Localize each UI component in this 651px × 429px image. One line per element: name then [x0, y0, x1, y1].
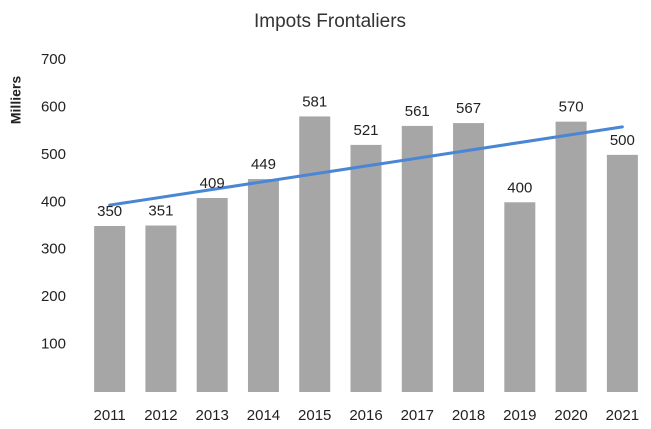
- x-tick-label: 2014: [247, 407, 280, 424]
- y-tick-label: 300: [41, 241, 66, 258]
- bar: [401, 125, 433, 392]
- y-tick-label: 700: [41, 51, 66, 68]
- data-label: 350: [97, 203, 122, 220]
- data-label: 351: [148, 202, 173, 219]
- x-tick-label: 2013: [195, 407, 228, 424]
- trend-line: [108, 125, 624, 207]
- x-tick-label: 2016: [349, 407, 382, 424]
- y-tick-label: 500: [41, 146, 66, 163]
- bar: [350, 144, 382, 392]
- data-label: 500: [610, 132, 635, 149]
- y-axis-label: Milliers: [8, 76, 24, 124]
- x-tick-label: 2015: [298, 407, 331, 424]
- bar: [247, 179, 279, 392]
- data-label: 409: [200, 175, 225, 192]
- y-tick-label: 600: [41, 98, 66, 115]
- bar: [504, 202, 536, 392]
- bar: [299, 116, 331, 392]
- bar: [145, 225, 177, 392]
- data-label: 561: [405, 103, 430, 120]
- y-tick-label: 200: [41, 288, 66, 305]
- x-tick-label: 2019: [503, 407, 536, 424]
- x-tick-label: 2021: [606, 407, 639, 424]
- data-label: 400: [507, 179, 532, 196]
- data-label: 567: [456, 100, 481, 117]
- y-tick-label: 400: [41, 193, 66, 210]
- x-tick-label: 2012: [144, 407, 177, 424]
- chart-title: Impots Frontaliers: [254, 11, 406, 32]
- x-tick-label: 2017: [401, 407, 434, 424]
- x-tick-label: 2011: [94, 407, 126, 424]
- bar: [94, 226, 126, 392]
- bar: [606, 154, 638, 392]
- bar: [196, 198, 228, 392]
- data-label: 581: [302, 93, 327, 110]
- data-label: 449: [251, 156, 276, 173]
- y-tick-label: 100: [41, 336, 66, 353]
- x-tick-label: 2020: [554, 407, 587, 424]
- bar: [555, 121, 587, 393]
- bar: [453, 123, 485, 392]
- x-tick-label: 2018: [452, 407, 485, 424]
- data-label: 570: [559, 99, 584, 116]
- data-label: 521: [353, 122, 378, 139]
